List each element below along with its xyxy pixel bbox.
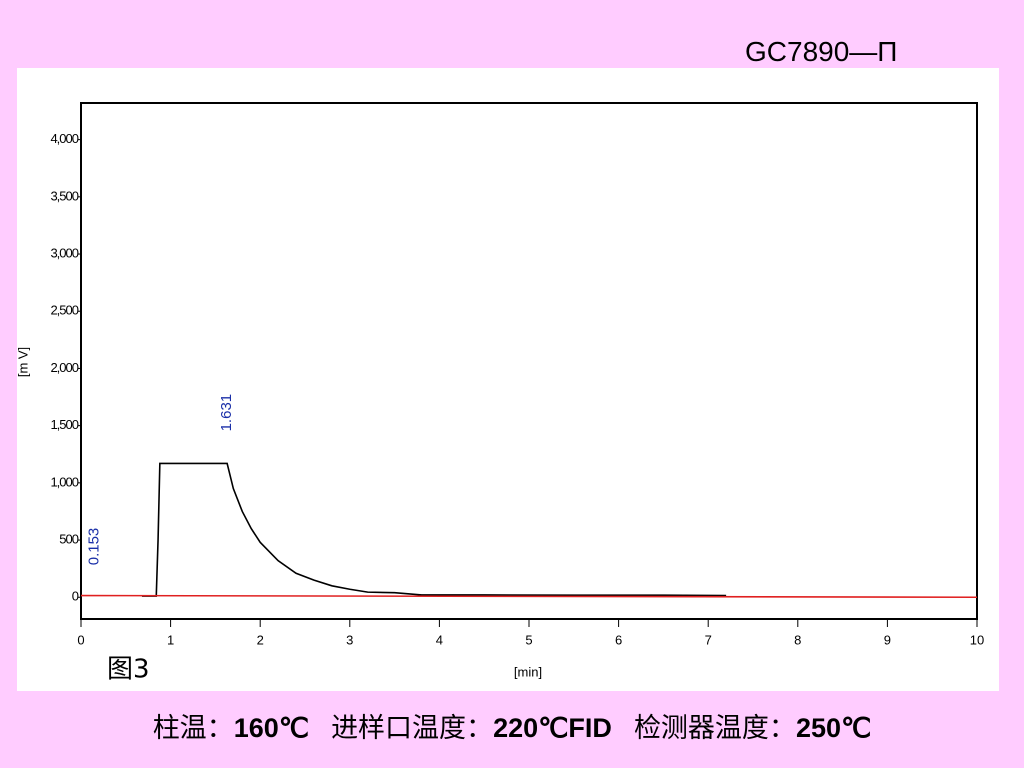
y-tick-label: 1,500 [50, 417, 78, 432]
y-tick-label: 2,000 [50, 360, 78, 375]
x-tick-label: 9 [884, 632, 891, 647]
y-tick-label: 4,000 [50, 131, 78, 146]
x-tick-label: 8 [794, 632, 801, 647]
x-tick-label: 4 [436, 632, 443, 647]
footer-segment: 250℃ [795, 713, 872, 743]
x-axis-label: [min] [514, 664, 542, 679]
y-axis-label: [m V] [17, 347, 30, 377]
x-tick-label: 1 [167, 632, 174, 647]
y-tick-label: 500 [59, 531, 78, 546]
chart: [m V] [min] 图3 0 500 1,000 1,500 2,000 2,500 3… [17, 102, 984, 685]
y-tick-label: 3,500 [50, 188, 78, 203]
figure-caption: 图3 [107, 655, 150, 685]
signal-line [80, 594, 978, 599]
x-tick-label: 7 [705, 632, 712, 647]
plot-frame [80, 102, 978, 620]
y-tick-label: 2,500 [50, 303, 78, 318]
footer-segment: 160℃ [233, 713, 310, 743]
chart-panel: [m V] [min] 图3 0 500 1,000 1,500 2,000 2,500 3… [17, 68, 999, 691]
y-tick-label: 0 [72, 589, 79, 604]
y-tick-label: 3,000 [50, 245, 78, 260]
x-tick-label: 10 [970, 632, 984, 647]
x-tick-label: 2 [257, 632, 264, 647]
footer: 柱温：160℃ 进样口温度：220℃FID 检测器温度：250℃ [0, 706, 1024, 745]
footer-segment: 进样口温度： [331, 713, 494, 744]
x-tick-label: 3 [346, 632, 353, 647]
x-tick-label: 0 [77, 632, 84, 647]
signal-line [141, 462, 727, 597]
peak-label: 1.631 [218, 394, 235, 432]
footer-segment: 检测器温度： [633, 713, 796, 744]
peak-label: 0.153 [86, 528, 103, 566]
x-tick-label: 6 [615, 632, 622, 647]
x-tick-label: 5 [525, 632, 532, 647]
header-title: GC7890—П [745, 36, 898, 67]
footer-segment: 220℃FID [493, 713, 612, 743]
y-tick-label: 1,000 [50, 474, 78, 489]
footer-segment: 柱温： [152, 713, 234, 744]
